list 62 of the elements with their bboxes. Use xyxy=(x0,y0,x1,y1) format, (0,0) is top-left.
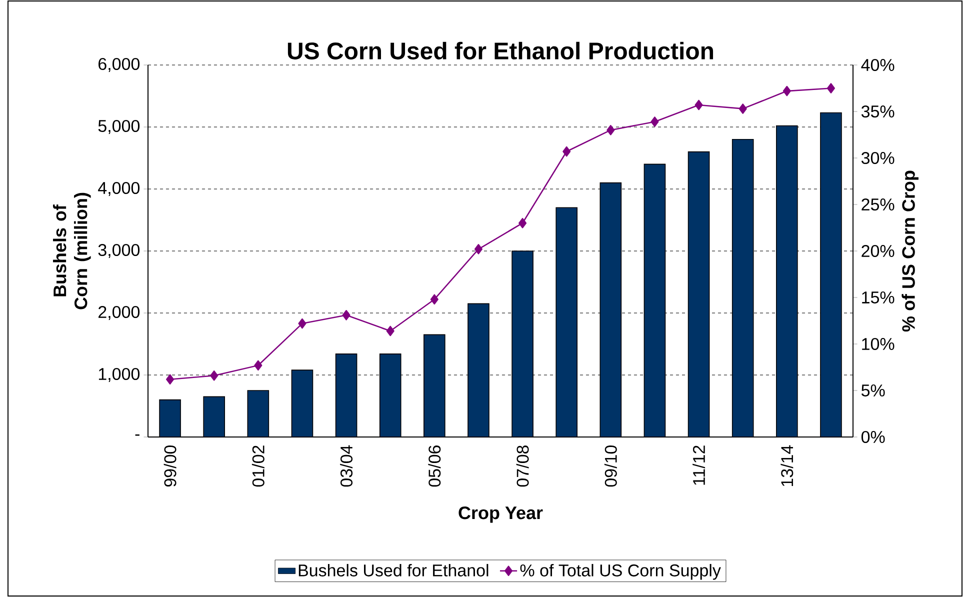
bar xyxy=(600,182,622,437)
point xyxy=(694,100,703,110)
bar xyxy=(335,354,358,437)
bar xyxy=(203,396,225,437)
point xyxy=(430,294,438,305)
point xyxy=(166,374,174,384)
y-tick-label: 1,000 xyxy=(98,368,140,382)
y2-tick-label: 30% xyxy=(861,152,894,164)
point xyxy=(782,86,791,96)
point xyxy=(474,244,482,254)
y2-tick-label: 40% xyxy=(861,58,894,72)
x-tick-label: 01/02 xyxy=(252,446,264,487)
x-axis-title: Crop Year xyxy=(458,506,543,523)
bar xyxy=(776,125,798,437)
bar xyxy=(159,399,181,437)
chart-title: US Corn Used for Ethanol Production xyxy=(288,42,714,60)
x-tick-label: 05/06 xyxy=(428,446,441,487)
x-tick-label: 11/12 xyxy=(692,446,706,485)
bar xyxy=(732,138,754,437)
y2-tick-label: 0% xyxy=(861,430,885,444)
point xyxy=(518,218,527,228)
bar xyxy=(379,354,402,437)
bar xyxy=(688,151,710,437)
y-tick-label: 6,000 xyxy=(98,58,140,72)
x-tick-label: 99/00 xyxy=(164,445,176,487)
point xyxy=(386,326,394,336)
legend-label: % of Total US Corn Supply xyxy=(520,564,721,580)
bar xyxy=(424,334,446,437)
y-tick-label: 2,000 xyxy=(98,306,140,320)
bar xyxy=(468,303,490,437)
legend-label: Bushels Used for Ethanol xyxy=(298,564,488,576)
y-axis-title: Bushels of Corn (million) xyxy=(53,192,91,310)
point xyxy=(650,116,659,127)
y-tick-label: - xyxy=(135,434,140,436)
y2-tick-label: 20% xyxy=(862,244,894,258)
bar xyxy=(291,370,314,437)
point xyxy=(738,104,747,114)
y2-tick-label: 25% xyxy=(862,198,894,211)
point xyxy=(606,124,615,136)
bar xyxy=(512,250,534,437)
point xyxy=(254,360,262,371)
y2-tick-label: 5% xyxy=(861,384,885,396)
y-tick-label: 5,000 xyxy=(98,120,140,134)
x-tick-label: 13/14 xyxy=(780,445,794,486)
point xyxy=(210,370,218,381)
bar xyxy=(556,207,578,437)
y2-tick-label: 15% xyxy=(862,292,894,304)
point xyxy=(298,318,306,329)
y-tick-label: 4,000 xyxy=(98,182,140,196)
point xyxy=(562,146,571,157)
x-tick-label: 09/10 xyxy=(604,445,617,487)
bar xyxy=(820,112,842,437)
y-tick-label: 3,000 xyxy=(98,244,140,258)
point xyxy=(826,83,836,94)
x-tick-label: 03/04 xyxy=(340,445,353,487)
y2-axis-title: % of US Corn Crop xyxy=(902,170,918,332)
y2-tick-label: 35% xyxy=(861,105,894,118)
point xyxy=(342,310,350,320)
y2-tick-label: 10% xyxy=(862,338,894,350)
x-tick-label: 07/08 xyxy=(516,446,529,487)
bar xyxy=(247,390,270,437)
bar xyxy=(644,164,666,437)
